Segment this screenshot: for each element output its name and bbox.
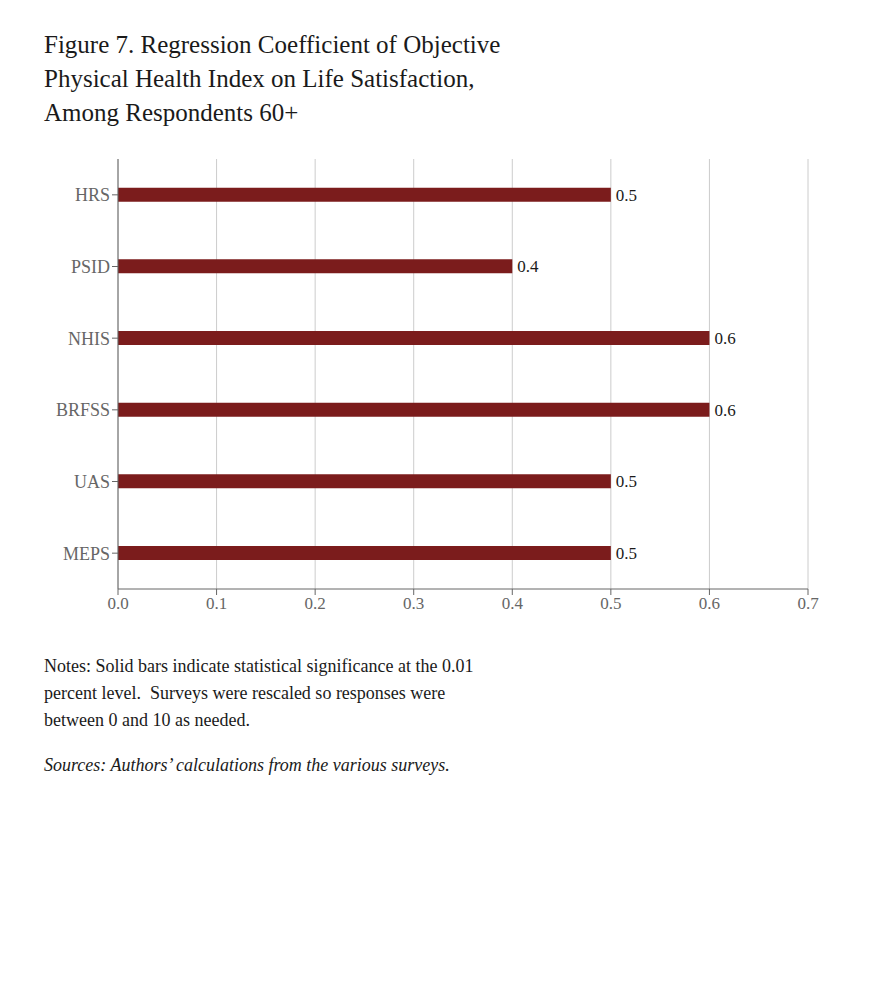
svg-text:PSID: PSID — [71, 257, 110, 277]
html-text:Among Respondents 60+: Among Respondents 60+ — [44, 98, 299, 126]
svg-text:0.5: 0.5 — [600, 594, 621, 613]
svg-text:0.0: 0.0 — [107, 594, 128, 613]
svg-text:0.4: 0.4 — [502, 594, 524, 613]
svg-text:0.6: 0.6 — [714, 329, 735, 348]
svg-text:0.2: 0.2 — [305, 594, 326, 613]
html-text:Figure 7. Regression Coefficie: Figure 7. Regression Coefficient of Obje… — [44, 31, 501, 58]
html-text:Sources: Authors’ calculations: Sources: Authors’ calculations from the … — [44, 755, 450, 776]
svg-text:MEPS: MEPS — [63, 544, 110, 564]
svg-text:0.5: 0.5 — [616, 544, 637, 563]
svg-text:0.4: 0.4 — [517, 258, 539, 277]
svg-text:0.3: 0.3 — [403, 594, 424, 613]
svg-text:0.7: 0.7 — [797, 594, 819, 613]
svg-text:0.1: 0.1 — [206, 594, 227, 613]
html-text:Notes: Solid bars indicate sta: Notes: Solid bars indicate statistical s… — [44, 656, 474, 731]
svg-text:NHIS: NHIS — [68, 329, 110, 349]
svg-text:UAS: UAS — [74, 472, 110, 492]
svg-text:0.5: 0.5 — [616, 473, 637, 492]
svg-text:0.5: 0.5 — [616, 186, 637, 205]
svg-text:BRFSS: BRFSS — [56, 400, 110, 420]
svg-text:HRS: HRS — [75, 185, 110, 205]
html-text:Physical Health Index on Life: Physical Health Index on Life Satisfacti… — [44, 64, 475, 92]
svg-text:0.6: 0.6 — [699, 594, 720, 613]
svg-text:0.6: 0.6 — [714, 401, 735, 420]
